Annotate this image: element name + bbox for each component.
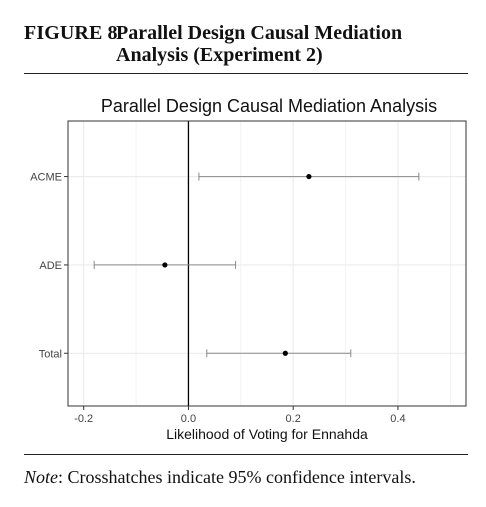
figure-title: Parallel Design Causal Mediation Analysi…	[116, 22, 403, 66]
note-label: Note	[24, 467, 58, 487]
top-rule	[24, 73, 468, 74]
x-tick-label: 0.2	[286, 413, 301, 425]
figure-label-rest: IGURE	[36, 22, 103, 44]
point-estimate-acme	[306, 173, 312, 180]
figure-label: FIGURE 8	[24, 22, 118, 44]
y-tick-label-total: Total	[39, 348, 62, 360]
note-text: : Crosshatches indicate 95% confidence i…	[58, 467, 416, 487]
plot-panel	[68, 121, 466, 406]
x-tick-label: 0.4	[390, 413, 405, 425]
x-tick-label: 0.0	[181, 413, 196, 425]
point-estimate-total	[282, 350, 288, 356]
point-estimate-ade	[162, 262, 168, 268]
y-tick-label-acme: ACME	[30, 172, 62, 184]
panel-border	[67, 120, 467, 407]
figure-label-prefix: F	[24, 22, 37, 44]
y-tick-label-ade: ADE	[39, 260, 62, 272]
x-tick-label: -0.2	[74, 413, 93, 425]
x-axis-label: Likelihood of Voting for Ennahda	[166, 426, 368, 442]
figure-number: 8	[102, 22, 118, 44]
figure-note: Note: Crosshatches indicate 95% confiden…	[24, 466, 416, 488]
chart-title: Parallel Design Causal Mediation Analysi…	[101, 96, 437, 116]
bottom-rule	[24, 454, 468, 455]
